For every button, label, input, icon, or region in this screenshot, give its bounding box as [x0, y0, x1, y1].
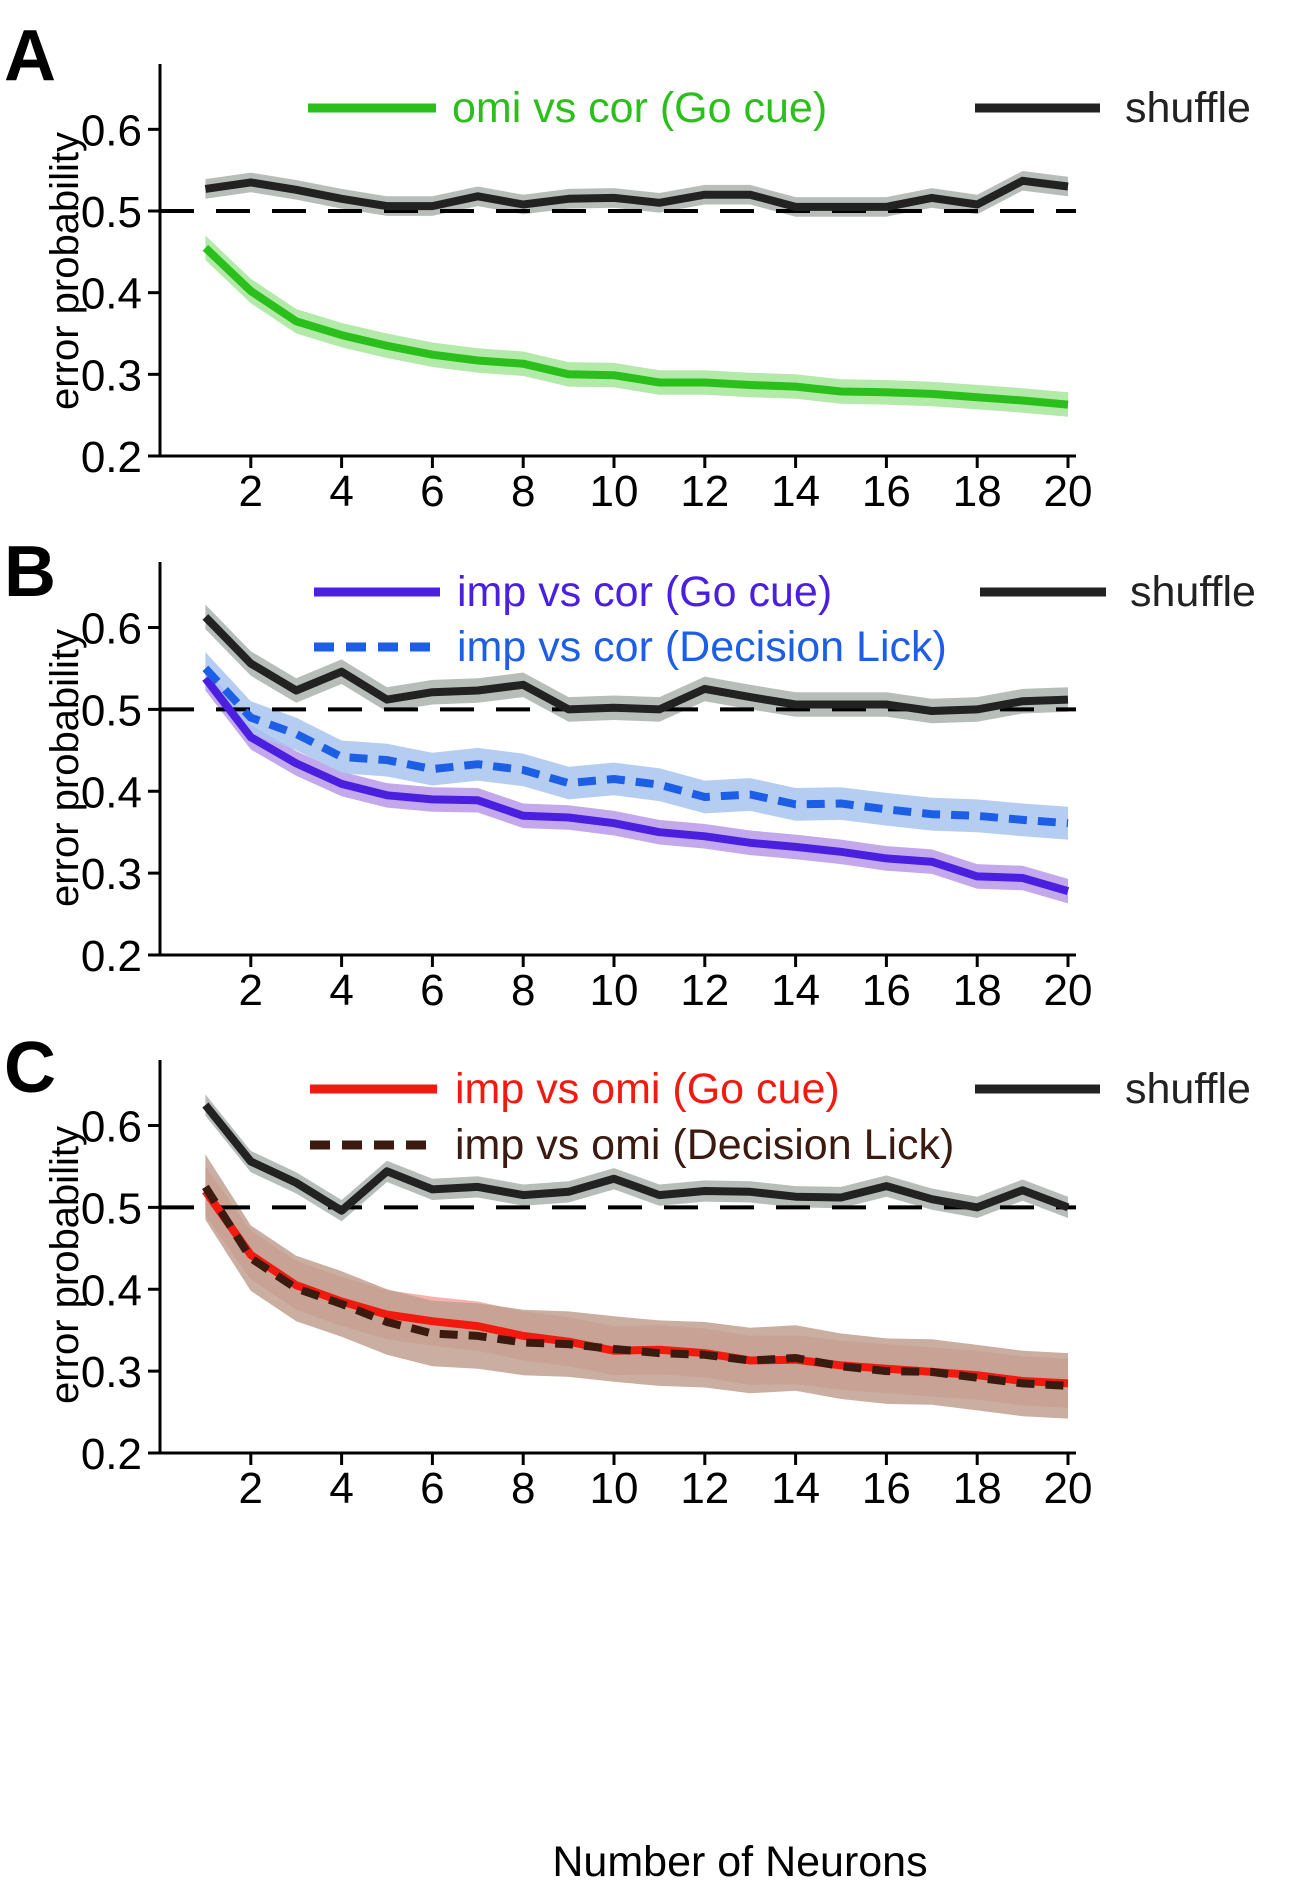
panel-a: A 0.2 0.3 0.4 0.5 0.6 2 4 6 8 10 12 14 16 18 20 error…: [4, 16, 1251, 516]
y-tick-label: 0.3: [81, 1348, 142, 1397]
x-tick-label: 6: [420, 1464, 444, 1513]
panel-a-x-ticks: 2 4 6 8 10 12 14 16 18 20: [239, 456, 1093, 516]
panel-a-y-axis-label: error probability: [43, 132, 87, 410]
y-tick-label: 0.4: [81, 1266, 142, 1315]
x-tick-label: 12: [680, 467, 729, 516]
panel-b-letter: B: [4, 532, 56, 612]
legend-label-shuffle: shuffle: [1125, 84, 1251, 132]
panel-a-legend: omi vs cor (Go cue) shuffle: [308, 84, 1251, 132]
x-tick-label: 12: [680, 966, 729, 1015]
series-line-shuffle: [204, 176, 1069, 211]
y-tick-label: 0.5: [81, 1184, 142, 1233]
x-tick-label: 18: [953, 966, 1002, 1015]
panel-c-lines: [202, 1102, 1070, 1390]
x-tick-label: 14: [771, 966, 820, 1015]
x-axis-label: Number of Neurons: [552, 1838, 927, 1886]
y-tick-label: 0.3: [81, 850, 142, 899]
band-imp-vs-cor-decision-lick-: [205, 652, 1068, 840]
x-tick-label: 16: [862, 467, 911, 516]
x-tick-label: 20: [1044, 966, 1093, 1015]
x-tick-label: 14: [771, 1464, 820, 1513]
y-tick-label: 0.2: [81, 433, 142, 482]
panel-a-y-ticks: 0.2 0.3 0.4 0.5 0.6: [81, 106, 160, 482]
panel-c: C 0.2 0.3 0.4 0.5 0.6 2 4 6 8 10 12 14 16 18 20 error…: [4, 1028, 1251, 1513]
x-tick-label: 10: [590, 966, 639, 1015]
legend-label-imp-vs-omi-decision: imp vs omi (Decision Lick): [455, 1121, 954, 1169]
x-tick-label: 2: [239, 966, 263, 1015]
x-tick-label: 2: [239, 467, 263, 516]
y-tick-label: 0.5: [81, 188, 142, 237]
x-tick-label: 6: [420, 467, 444, 516]
panel-b-y-ticks: 0.2 0.3 0.4 0.5 0.6: [81, 605, 160, 981]
series-line-imp-vs-omi-go-cue-: [202, 1188, 1069, 1388]
legend-label-omi-vs-cor-go: omi vs cor (Go cue): [452, 84, 827, 132]
y-tick-label: 0.4: [81, 270, 142, 319]
panel-b-lines: [202, 614, 1070, 895]
legend-label-imp-vs-omi-go: imp vs omi (Go cue): [455, 1065, 840, 1113]
x-tick-label: 20: [1044, 467, 1093, 516]
panel-b: B 0.2 0.3 0.4 0.5 0.6 2 4 6 8 10 12 14 16 18 20 error…: [4, 532, 1256, 1015]
x-tick-label: 14: [771, 467, 820, 516]
band-imp-vs-omi-decision-lick-: [205, 1154, 1068, 1419]
y-tick-label: 0.3: [81, 351, 142, 400]
panel-c-y-axis-label: error probability: [43, 1126, 87, 1404]
x-tick-label: 10: [590, 1464, 639, 1513]
x-tick-label: 10: [590, 467, 639, 516]
x-tick-label: 8: [511, 966, 535, 1015]
x-tick-label: 8: [511, 1464, 535, 1513]
series-line-imp-vs-cor-go-cue-: [202, 675, 1070, 895]
panel-b-y-axis-label: error probability: [43, 629, 87, 907]
panel-c-x-ticks: 2 4 6 8 10 12 14 16 18 20: [239, 1453, 1093, 1513]
series-line-shuffle: [202, 1102, 1070, 1215]
panel-a-letter: A: [4, 16, 56, 96]
y-tick-label: 0.4: [81, 768, 142, 817]
y-tick-label: 0.6: [81, 106, 142, 155]
x-tick-label: 12: [680, 1464, 729, 1513]
x-tick-label: 4: [329, 467, 353, 516]
panel-c-letter: C: [4, 1028, 56, 1108]
x-tick-label: 16: [862, 966, 911, 1015]
panel-b-legend: imp vs cor (Go cue) shuffle imp vs cor (…: [314, 568, 1256, 671]
x-tick-label: 2: [239, 1464, 263, 1513]
y-tick-label: 0.6: [81, 605, 142, 654]
panel-c-bands: [205, 1094, 1068, 1419]
series-line-omi-vs-cor-go-cue-: [202, 244, 1069, 409]
x-tick-label: 4: [329, 966, 353, 1015]
band-shuffle: [205, 1094, 1068, 1222]
x-tick-label: 8: [511, 467, 535, 516]
y-tick-label: 0.6: [81, 1103, 142, 1152]
x-tick-label: 16: [862, 1464, 911, 1513]
legend-label-shuffle: shuffle: [1130, 568, 1256, 616]
x-tick-label: 4: [329, 1464, 353, 1513]
y-tick-label: 0.5: [81, 686, 142, 735]
legend-label-shuffle: shuffle: [1125, 1065, 1251, 1113]
panel-b-x-ticks: 2 4 6 8 10 12 14 16 18 20: [239, 955, 1093, 1015]
x-tick-label: 18: [953, 467, 1002, 516]
band-imp-vs-cor-go-cue-: [205, 666, 1068, 904]
panel-c-legend: imp vs omi (Go cue) shuffle imp vs omi (…: [310, 1065, 1251, 1169]
panel-c-y-ticks: 0.2 0.3 0.4 0.5 0.6: [81, 1103, 160, 1479]
series-line-imp-vs-cor-decision-lick-: [202, 665, 1069, 828]
legend-label-imp-vs-cor-go: imp vs cor (Go cue): [457, 568, 832, 616]
legend-label-imp-vs-cor-decision: imp vs cor (Decision Lick): [457, 623, 947, 671]
y-tick-label: 0.2: [81, 1430, 142, 1479]
x-tick-label: 18: [953, 1464, 1002, 1513]
x-tick-label: 6: [420, 966, 444, 1015]
series-line-shuffle: [202, 614, 1069, 715]
x-tick-label: 20: [1044, 1464, 1093, 1513]
y-tick-label: 0.2: [81, 932, 142, 981]
band-omi-vs-cor-go-cue-: [205, 235, 1068, 417]
panel-a-lines: [202, 176, 1069, 409]
